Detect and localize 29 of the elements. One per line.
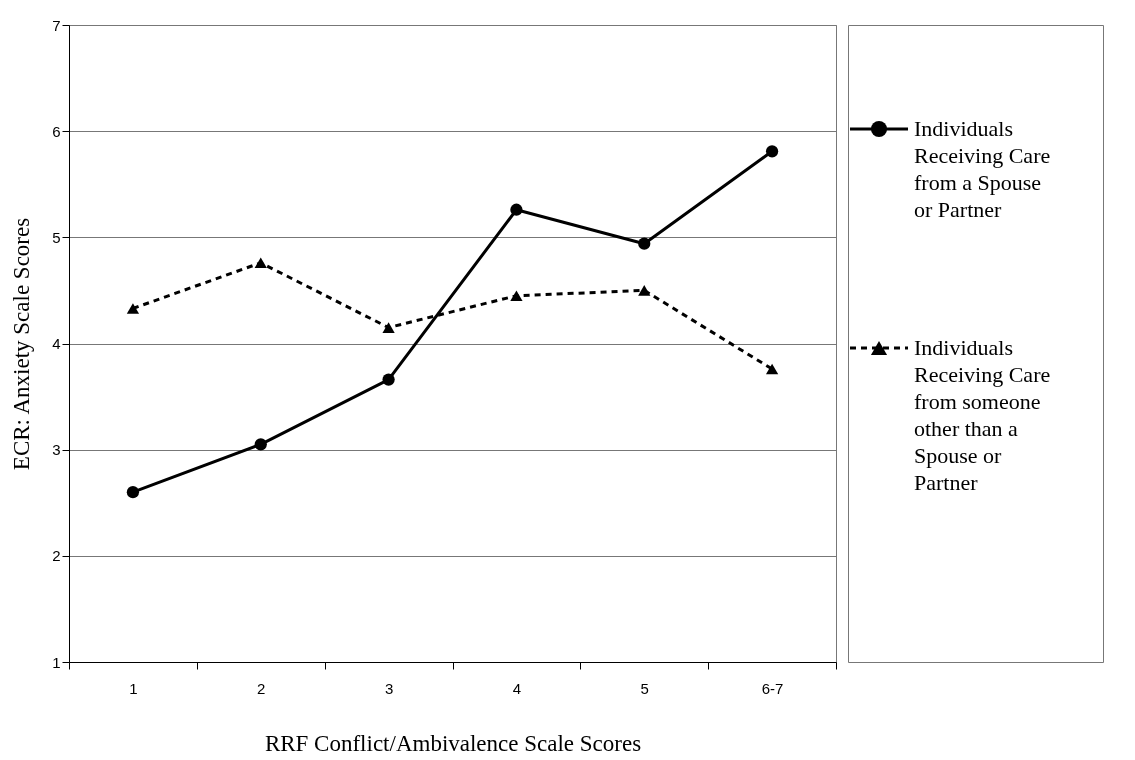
y-tick-label: 5 — [52, 228, 61, 246]
x-tick-label: 3 — [384, 679, 394, 697]
point — [382, 322, 395, 333]
point — [638, 237, 651, 250]
x-axis-title: RRF Conflict/Ambivalence Scale Scores — [264, 730, 642, 756]
legend-label: Individuals Receiving Care from a Spouse or Partner — [914, 116, 1051, 222]
y-tick-label: 3 — [52, 441, 61, 459]
legend-label: Individuals Receiving Care from someone other than a Spouse or Partner — [914, 335, 1051, 495]
point — [765, 145, 779, 158]
y-axis-title: ECR: Anxiety Scale Scores — [9, 217, 35, 471]
point — [510, 290, 523, 302]
x-tick-label: 4 — [512, 679, 522, 697]
x-tick-label: 1 — [129, 679, 138, 697]
point — [765, 363, 779, 375]
y-tick-label: 2 — [52, 547, 61, 565]
point — [126, 486, 140, 499]
point — [638, 285, 651, 296]
y-tick-label: 6 — [52, 122, 61, 140]
point — [510, 203, 523, 216]
point — [254, 257, 267, 269]
y-tick-label: 4 — [52, 335, 61, 352]
x-tick-label: 2 — [257, 679, 266, 697]
point — [254, 438, 267, 451]
point — [126, 303, 140, 314]
x-tick-label: 5 — [640, 679, 649, 697]
y-tick-label: 1 — [52, 653, 61, 671]
point — [382, 373, 395, 386]
y-tick-label: 7 — [52, 16, 61, 34]
x-tick-label: 6-7 — [761, 679, 784, 697]
